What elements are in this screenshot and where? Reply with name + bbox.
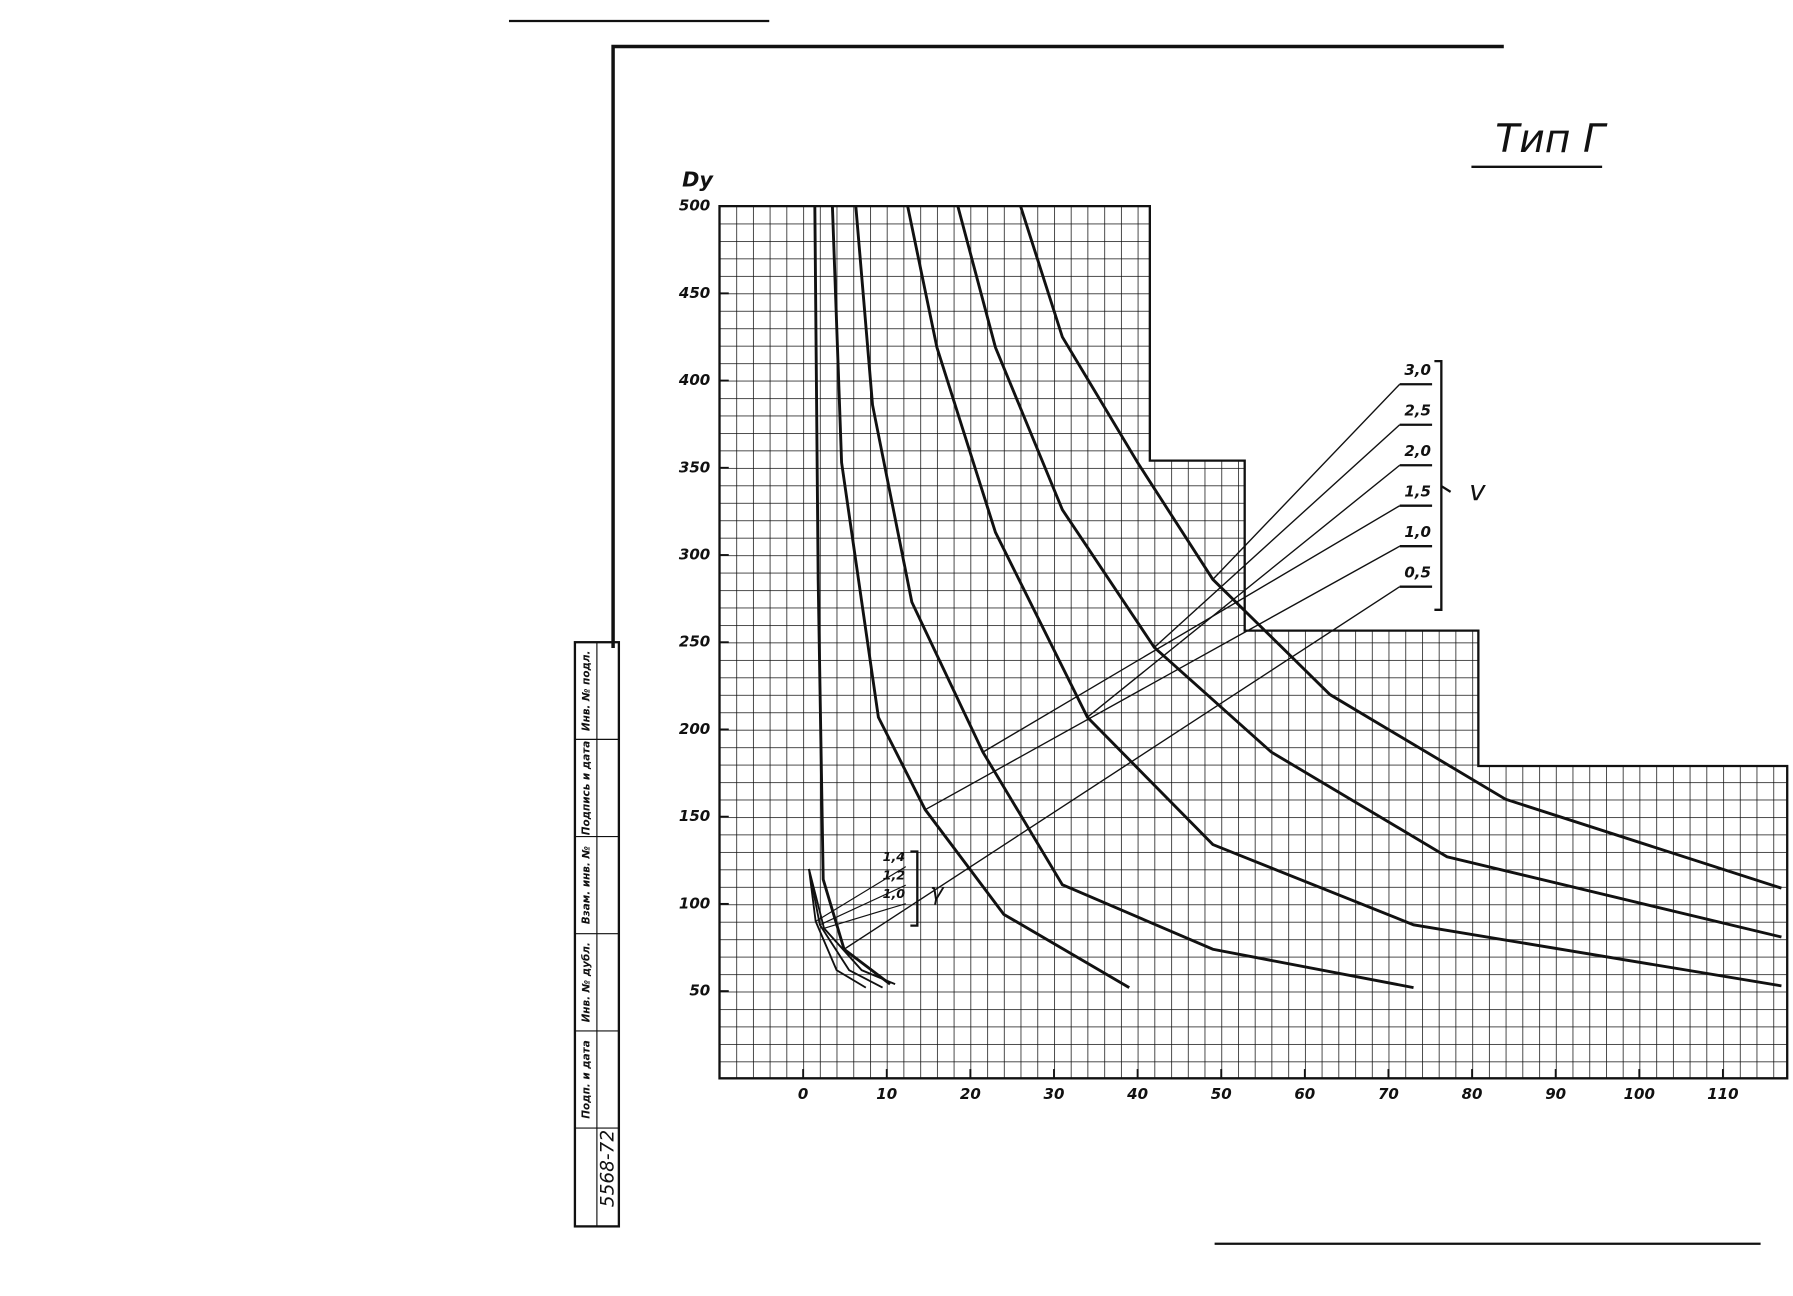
gamma-leader <box>819 884 906 926</box>
y-tick-label: 400 <box>678 371 710 389</box>
y-tick-label: 200 <box>679 720 710 738</box>
curve <box>956 205 1782 939</box>
gamma-series: 1,0 <box>808 868 906 985</box>
y-tick-label: 350 <box>679 458 710 476</box>
curve <box>906 205 1782 988</box>
y-tick-label: 100 <box>679 894 710 912</box>
x-tick-label: 110 <box>1707 1085 1738 1103</box>
stamp-cell: Инв. № дубл. <box>580 942 592 1022</box>
series: 3,0 <box>1019 205 1782 890</box>
stamp: Инв. № подл. Подпись и дата Взам. инв. № Ин… <box>573 641 621 1228</box>
legend-label: 1,5 <box>1404 482 1431 500</box>
y-axis-label: Dy <box>682 168 714 192</box>
leader-line <box>1153 424 1401 648</box>
gamma-symbol: γ <box>930 880 945 906</box>
leader-line <box>1086 464 1401 718</box>
series: 2,5 <box>956 205 1782 939</box>
stamp-cell: Инв. № подл. <box>580 651 592 732</box>
gamma-series: 1,4 <box>808 849 907 989</box>
legend-label: 3,0 <box>1404 361 1431 379</box>
curve <box>808 868 867 989</box>
leader-line <box>924 545 1401 811</box>
legend-label: 1,0 <box>1404 523 1431 541</box>
x-tick-label: 20 <box>960 1085 981 1103</box>
stamp-number: 5568-72 <box>597 1130 618 1207</box>
series: 2,0 <box>906 205 1782 988</box>
curve <box>808 868 896 985</box>
x-tick-label: 70 <box>1378 1085 1399 1103</box>
gamma-label: 1,4 <box>883 849 906 864</box>
grid-field <box>718 204 1789 1080</box>
stamp-cell: Подп. и дата <box>580 1040 592 1118</box>
series: 1,0 <box>830 206 1433 989</box>
y-tick-label: 300 <box>679 545 710 563</box>
x-tick-label: 90 <box>1545 1085 1566 1103</box>
leader-line <box>982 505 1401 753</box>
y-tick-label: 500 <box>679 197 710 215</box>
leader-line <box>843 586 1401 950</box>
legend-symbol: v <box>1469 474 1486 507</box>
series: 1,5 <box>854 205 1433 990</box>
gamma-leader <box>815 866 907 922</box>
x-tick-label: 10 <box>876 1085 897 1103</box>
frame <box>611 44 1504 648</box>
x-tick-label: 50 <box>1211 1085 1232 1103</box>
curve <box>1019 205 1782 890</box>
x-tick-label: 100 <box>1624 1085 1655 1103</box>
y-tick-label: 50 <box>689 982 710 1000</box>
gamma-brace <box>910 850 919 927</box>
x-tick-label: 60 <box>1294 1085 1315 1103</box>
x-tick-label: 40 <box>1126 1085 1148 1103</box>
legend-label: 2,0 <box>1404 442 1431 460</box>
gamma-label: 1,2 <box>883 867 906 882</box>
y-tick-label: 450 <box>678 284 710 302</box>
x-tick-label: 80 <box>1462 1085 1483 1103</box>
y-tick-label: 250 <box>679 633 710 651</box>
gamma-label: 1,0 <box>883 886 906 901</box>
legend-label: 2,5 <box>1404 401 1431 419</box>
stamp-cell: Взам. инв. № <box>580 846 592 925</box>
chart-title: Тип Г <box>1495 116 1608 162</box>
curve <box>830 206 1130 989</box>
x-tick-label: 0 <box>798 1085 808 1103</box>
leader-line <box>1212 383 1401 580</box>
y-tick-label: 150 <box>679 807 710 825</box>
stamp-cell: Подпись и дата <box>580 741 592 836</box>
gamma-series: 1,2 <box>808 867 906 989</box>
curve <box>813 206 891 986</box>
gamma-leader <box>823 903 906 929</box>
legend-brace <box>1434 359 1452 611</box>
series: 0,5 <box>813 206 1433 986</box>
x-tick-label: 30 <box>1044 1085 1065 1103</box>
legend-label: 0,5 <box>1404 563 1431 581</box>
curve <box>808 868 883 989</box>
